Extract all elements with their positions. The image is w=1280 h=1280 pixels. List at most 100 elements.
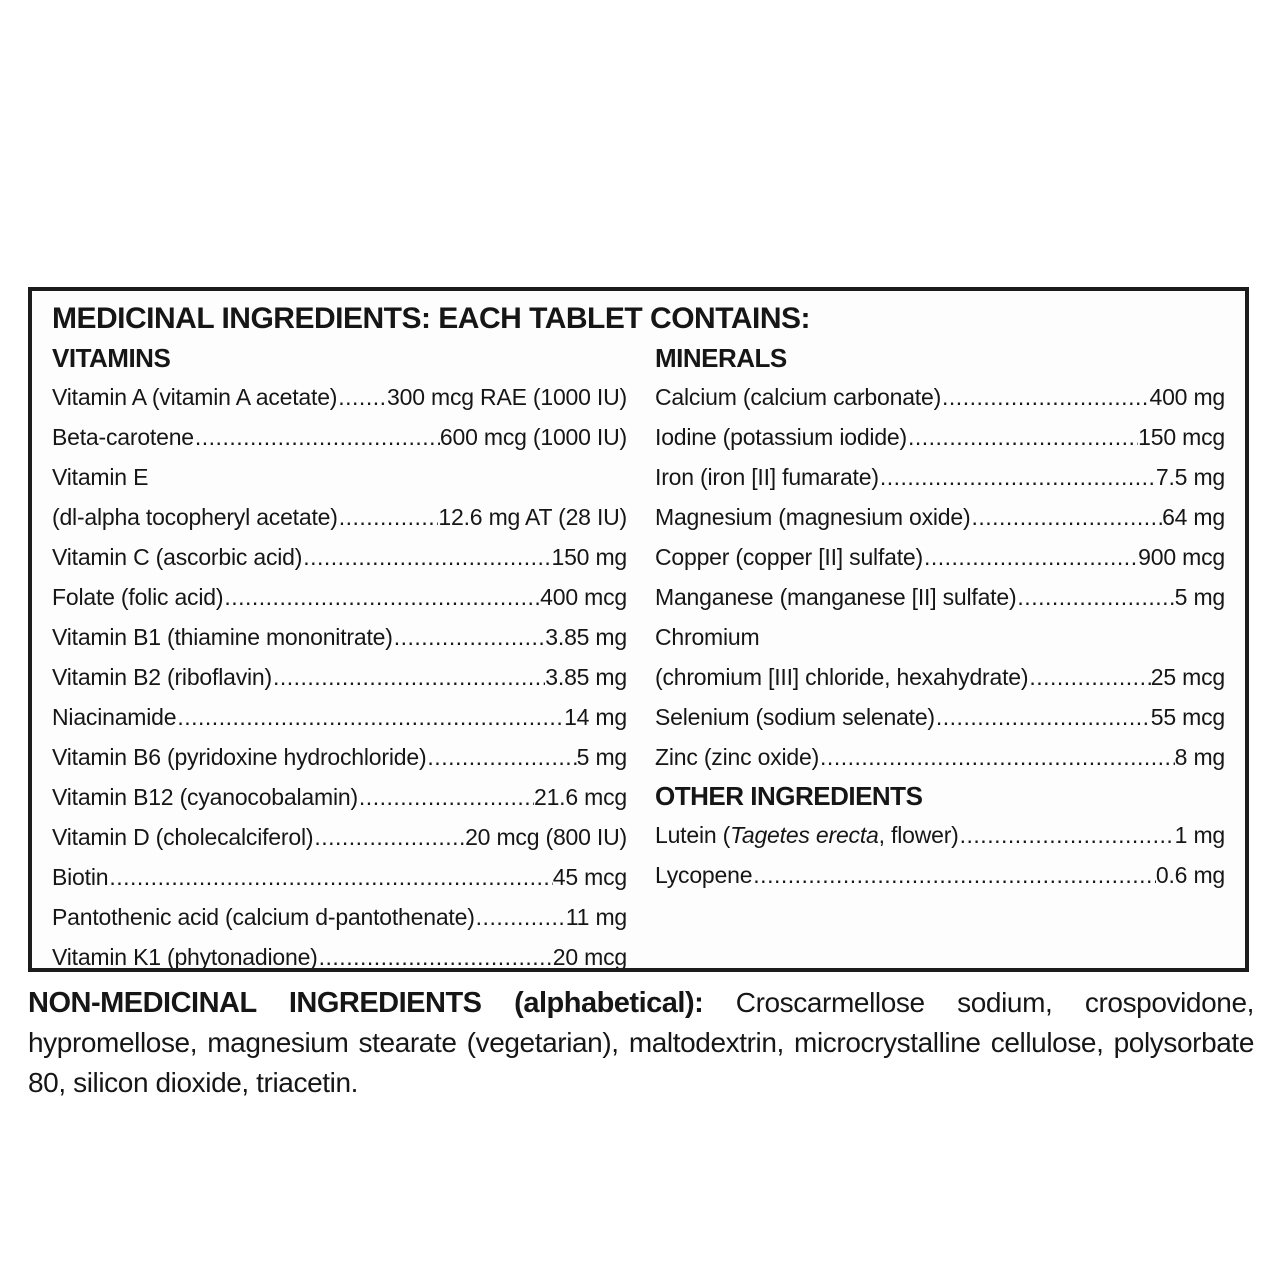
- ingredient-row: Vitamin C (ascorbic acid) 150 mg: [52, 537, 627, 577]
- dot-leader: [302, 537, 551, 577]
- ingredient-name: (chromium [III] chloride, hexahydrate): [655, 664, 1029, 690]
- ingredient-name: Pantothenic acid (calcium d-pantothenate…: [52, 904, 475, 930]
- ingredient-row: Vitamin B2 (riboflavin) 3.85 mg: [52, 657, 627, 697]
- ingredient-row: Pantothenic acid (calcium d-pantothenate…: [52, 897, 627, 937]
- ingredient-name: Biotin: [52, 864, 109, 890]
- ingredient-row: Vitamin D (cholecalciferol) 20 mcg (800 I…: [52, 817, 627, 857]
- ingredient-name: Lutein (Tagetes erecta, flower): [655, 822, 959, 848]
- dot-leader: [176, 697, 564, 737]
- minerals-column: MINERALS Calcium (calcium carbonate) 400 …: [655, 339, 1226, 968]
- dot-leader: [1028, 657, 1150, 697]
- ingredient-value: 5 mg: [576, 744, 628, 770]
- ingredient-row: Lutein (Tagetes erecta, flower) 1 mg: [655, 815, 1225, 855]
- ingredient-name: Magnesium (magnesium oxide): [655, 504, 971, 530]
- dot-leader: [223, 577, 540, 617]
- ingredient-name: (dl-alpha tocopheryl acetate): [52, 504, 338, 530]
- ingredient-value: 400 mg: [1149, 384, 1225, 410]
- ingredient-name: Manganese (manganese [II] sulfate): [655, 584, 1017, 610]
- ingredient-row: Magnesium (magnesium oxide) 64 mg: [655, 497, 1225, 537]
- ingredient-value: 8 mg: [1174, 744, 1226, 770]
- ingredient-row: Vitamin B6 (pyridoxine hydrochloride) 5 m…: [52, 737, 627, 777]
- non-medicinal-text: Croscarmellose sodium, crospovidone, hyp…: [28, 987, 1254, 1098]
- dot-leader: [358, 777, 534, 817]
- ingredient-name: Beta-carotene: [52, 424, 194, 450]
- ingredient-row: Calcium (calcium carbonate) 400 mg: [655, 377, 1225, 417]
- ingredient-value: 20 mcg: [552, 944, 627, 970]
- dot-leader: [393, 617, 546, 657]
- dot-leader: [313, 817, 465, 857]
- ingredient-value: 55 mcg: [1150, 704, 1225, 730]
- ingredient-name: Vitamin B2 (riboflavin): [52, 664, 272, 690]
- ingredient-name: Copper (copper [II] sulfate): [655, 544, 923, 570]
- ingredient-name: Vitamin C (ascorbic acid): [52, 544, 303, 570]
- ingredient-name: Vitamin A (vitamin A acetate): [52, 384, 338, 410]
- dot-leader: [935, 697, 1151, 737]
- dot-leader: [970, 497, 1162, 537]
- ingredient-row: Chromium: [655, 617, 1225, 657]
- ingredient-name: Lycopene: [655, 862, 753, 888]
- ingredient-row: Vitamin K1 (phytonadione) 20 mcg: [52, 937, 627, 970]
- ingredient-value: 64 mg: [1162, 504, 1225, 530]
- vitamins-list: Vitamin A (vitamin A acetate) 300 mcg RAE…: [52, 377, 627, 970]
- ingredient-row: Beta-carotene 600 mcg (1000 IU): [52, 417, 627, 457]
- vitamins-column: VITAMINS Vitamin A (vitamin A acetate) 30…: [52, 339, 627, 970]
- ingredient-value: 1 mg: [1174, 822, 1226, 848]
- ingredient-name: Vitamin E: [52, 464, 149, 490]
- ingredient-value: 3.85 mg: [545, 664, 627, 690]
- non-medicinal-heading: NON-MEDICINAL INGREDIENTS (alphabetical)…: [28, 987, 704, 1019]
- ingredient-value: 5 mg: [1174, 584, 1226, 610]
- ingredient-row: Copper (copper [II] sulfate) 900 mcg: [655, 537, 1225, 577]
- ingredient-row: (chromium [III] chloride, hexahydrate) 25…: [655, 657, 1225, 697]
- ingredient-row: Vitamin E: [52, 457, 627, 497]
- dot-leader: [752, 855, 1156, 895]
- ingredient-columns: VITAMINS Vitamin A (vitamin A acetate) 30…: [52, 339, 1226, 970]
- ingredient-value: 7.5 mg: [1155, 464, 1225, 490]
- ingredient-name: Vitamin K1 (phytonadione): [52, 944, 318, 970]
- ingredient-value: 150 mg: [551, 544, 627, 570]
- dot-leader: [194, 417, 440, 457]
- non-medicinal-paragraph: NON-MEDICINAL INGREDIENTS (alphabetical)…: [28, 983, 1254, 1103]
- minerals-heading: MINERALS: [655, 343, 787, 373]
- ingredient-value: 400 mcg: [540, 584, 627, 610]
- ingredient-row: Zinc (zinc oxide) 8 mg: [655, 737, 1225, 777]
- ingredient-row: Vitamin A (vitamin A acetate) 300 mcg RAE…: [52, 377, 627, 417]
- ingredient-value: 900 mcg: [1138, 544, 1225, 570]
- ingredient-name: Folate (folic acid): [52, 584, 224, 610]
- ingredient-value: 21.6 mcg: [533, 784, 627, 810]
- ingredient-name: Iron (iron [II] fumarate): [655, 464, 879, 490]
- ingredient-value: 0.6 mg: [1155, 862, 1225, 888]
- ingredient-name: Zinc (zinc oxide): [655, 744, 820, 770]
- dot-leader: [475, 897, 566, 937]
- ingredient-value: 12.6 mg AT (28 IU): [438, 504, 627, 530]
- ingredient-name: Iodine (potassium iodide): [655, 424, 907, 450]
- ingredient-row: Iron (iron [II] fumarate) 7.5 mg: [655, 457, 1225, 497]
- ingredient-value: 11 mg: [565, 904, 627, 930]
- ingredient-name: Vitamin B1 (thiamine mononitrate): [52, 624, 393, 650]
- dot-leader: [337, 377, 387, 417]
- ingredient-row: Iodine (potassium iodide) 150 mcg: [655, 417, 1225, 457]
- dot-leader: [941, 377, 1149, 417]
- dot-leader: [272, 657, 545, 697]
- medicinal-ingredients-panel: MEDICINAL INGREDIENTS: EACH TABLET CONTA…: [28, 287, 1249, 972]
- dot-leader: [1016, 577, 1174, 617]
- dot-leader: [907, 417, 1138, 457]
- ingredient-name: Calcium (calcium carbonate): [655, 384, 942, 410]
- ingredient-row: Lycopene 0.6 mg: [655, 855, 1225, 895]
- ingredient-value: 300 mcg RAE (1000 IU): [387, 384, 627, 410]
- other-ingredients-list: Lutein (Tagetes erecta, flower) 1 mg Lycop…: [655, 815, 1225, 895]
- ingredient-name: Selenium (sodium selenate): [655, 704, 935, 730]
- dot-leader: [108, 857, 552, 897]
- ingredient-row: Biotin 45 mcg: [52, 857, 627, 897]
- vitamins-heading: VITAMINS: [52, 343, 171, 373]
- ingredient-row: (dl-alpha tocopheryl acetate) 12.6 mg AT …: [52, 497, 627, 537]
- ingredient-row: Niacinamide 14 mg: [52, 697, 627, 737]
- ingredient-name: Vitamin B6 (pyridoxine hydrochloride): [52, 744, 427, 770]
- ingredient-row: Folate (folic acid) 400 mcg: [52, 577, 627, 617]
- ingredient-value: 20 mcg (800 IU): [465, 824, 627, 850]
- ingredient-value: 45 mcg: [552, 864, 627, 890]
- ingredient-row: Selenium (sodium selenate) 55 mcg: [655, 697, 1225, 737]
- ingredient-value: 25 mcg: [1150, 664, 1225, 690]
- ingredient-value: 3.85 mg: [545, 624, 627, 650]
- dot-leader: [426, 737, 576, 777]
